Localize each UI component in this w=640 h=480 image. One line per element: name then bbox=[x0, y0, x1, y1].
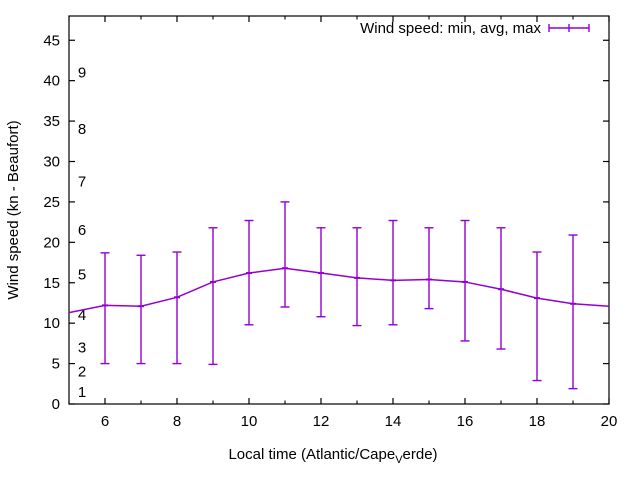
y-tick-label-35: 35 bbox=[43, 113, 60, 130]
y-tick-label-15: 15 bbox=[43, 275, 60, 292]
error-bar-13 bbox=[352, 227, 362, 327]
x-tick-label-20: 20 bbox=[601, 413, 618, 430]
x-axis-label-main: Local time (Atlantic/Cape bbox=[228, 446, 395, 463]
x-tick-label-16: 16 bbox=[457, 413, 474, 430]
y-axis-label: Wind speed (kn - Beaufort) bbox=[5, 120, 22, 299]
error-bar-6 bbox=[100, 252, 110, 365]
y-tick-label-10: 10 bbox=[43, 315, 60, 332]
y-tick-label-45: 45 bbox=[43, 32, 60, 49]
y-tick-label-20: 20 bbox=[43, 234, 60, 251]
error-bar-9 bbox=[208, 227, 218, 366]
y-tick-label-40: 40 bbox=[43, 73, 60, 90]
legend-symbol bbox=[548, 24, 590, 32]
beaufort-label-8: 8 bbox=[78, 121, 86, 138]
plot-frame bbox=[68, 15, 610, 405]
error-bar-11 bbox=[280, 201, 290, 308]
beaufort-label-2: 2 bbox=[78, 364, 86, 381]
x-tick-label-14: 14 bbox=[385, 413, 402, 430]
x-axis-label-subscript: V bbox=[395, 454, 403, 466]
error-bar-8 bbox=[172, 251, 182, 365]
y-tick-label-0: 0 bbox=[52, 396, 60, 413]
beaufort-label-3: 3 bbox=[78, 339, 86, 356]
avg-line bbox=[68, 267, 610, 314]
x-axis-label: Local time (Atlantic/CapeVerde) bbox=[228, 446, 437, 466]
beaufort-label-7: 7 bbox=[78, 174, 86, 191]
x-tick-label-8: 8 bbox=[173, 413, 181, 430]
beaufort-label-5: 5 bbox=[78, 267, 86, 284]
legend-label: Wind speed: min, avg, max bbox=[360, 20, 541, 37]
error-bar-18 bbox=[532, 251, 542, 382]
beaufort-label-9: 9 bbox=[78, 65, 86, 82]
x-tick-label-18: 18 bbox=[529, 413, 546, 430]
error-bar-15 bbox=[424, 227, 434, 310]
error-bar-19 bbox=[568, 234, 578, 390]
y-tick-label-5: 5 bbox=[52, 356, 60, 373]
beaufort-label-4: 4 bbox=[78, 307, 86, 324]
beaufort-label-6: 6 bbox=[78, 222, 86, 239]
error-bar-7 bbox=[136, 254, 146, 365]
error-bar-14 bbox=[388, 219, 398, 326]
x-axis-label-tail: erde) bbox=[403, 446, 438, 463]
x-tick-label-10: 10 bbox=[241, 413, 258, 430]
beaufort-label-1: 1 bbox=[78, 384, 86, 401]
y-tick-label-30: 30 bbox=[43, 154, 60, 171]
x-tick-label-6: 6 bbox=[101, 413, 109, 430]
y-tick-label-25: 25 bbox=[43, 194, 60, 211]
x-tick-label-12: 12 bbox=[313, 413, 330, 430]
error-bar-16 bbox=[460, 219, 470, 342]
